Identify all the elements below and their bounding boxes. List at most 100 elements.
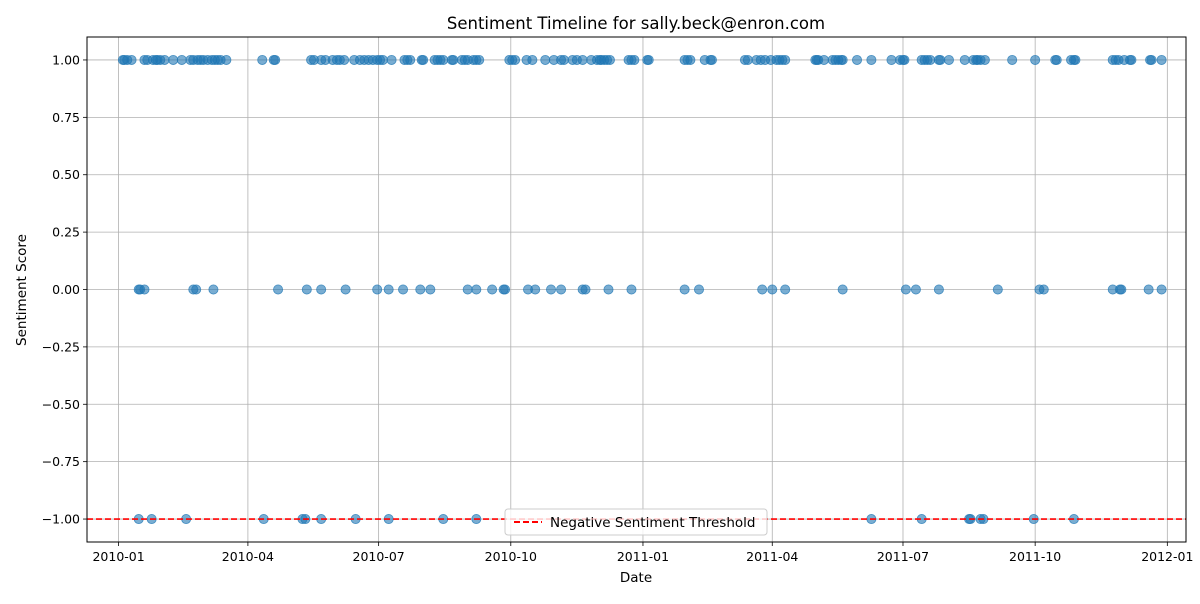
data-point	[780, 54, 791, 65]
data-point	[866, 54, 877, 65]
y-tick-label: 0.50	[52, 167, 80, 182]
x-tick-label: 2011-04	[746, 549, 798, 564]
data-point	[159, 54, 170, 65]
data-point	[126, 54, 137, 65]
data-point	[1126, 54, 1137, 65]
legend-label-threshold: Negative Sentiment Threshold	[550, 515, 755, 531]
data-point	[837, 54, 848, 65]
y-tick-label: 0.25	[52, 225, 80, 240]
data-point	[208, 284, 219, 295]
data-point	[383, 284, 394, 295]
data-point	[1038, 284, 1049, 295]
data-point	[530, 284, 541, 295]
data-point	[471, 284, 482, 295]
data-point	[757, 284, 768, 295]
data-point	[462, 284, 473, 295]
x-tick-label: 2012-01	[1141, 549, 1193, 564]
data-point	[139, 284, 150, 295]
y-tick-label: 0.00	[52, 282, 80, 297]
data-point	[1030, 54, 1041, 65]
data-point	[780, 284, 791, 295]
data-point	[693, 284, 704, 295]
data-point	[168, 54, 179, 65]
data-point	[500, 284, 511, 295]
data-point	[604, 54, 615, 65]
data-point	[1156, 284, 1167, 295]
x-tick-label: 2011-10	[1009, 549, 1061, 564]
data-points	[117, 54, 1167, 525]
data-point	[270, 54, 281, 65]
data-point	[1116, 284, 1127, 295]
data-point	[386, 54, 397, 65]
y-tick-label: −1.00	[42, 512, 80, 527]
data-point	[577, 54, 588, 65]
y-tick-label: −0.75	[42, 454, 80, 469]
data-point	[510, 54, 521, 65]
data-point	[943, 54, 954, 65]
data-point	[221, 54, 232, 65]
data-point	[191, 284, 202, 295]
data-point	[340, 284, 351, 295]
data-point	[556, 284, 567, 295]
data-point	[706, 54, 717, 65]
data-point	[979, 54, 990, 65]
data-point	[852, 54, 863, 65]
data-point	[603, 284, 614, 295]
x-tick-label: 2010-07	[353, 549, 405, 564]
data-point	[685, 54, 696, 65]
data-point	[933, 284, 944, 295]
data-point	[398, 284, 409, 295]
chart-title: Sentiment Timeline for sally.beck@enron.…	[447, 14, 825, 33]
data-point	[405, 54, 416, 65]
data-point	[1051, 54, 1062, 65]
data-point	[316, 284, 327, 295]
x-tick-label: 2010-04	[222, 549, 274, 564]
y-axis-title: Sentiment Score	[14, 234, 30, 346]
data-point	[257, 54, 268, 65]
data-point	[487, 284, 498, 295]
data-point	[679, 284, 690, 295]
y-tick-label: 1.00	[52, 52, 80, 67]
data-point	[1146, 54, 1157, 65]
data-point	[837, 284, 848, 295]
x-tick-label: 2011-01	[617, 549, 669, 564]
data-point	[886, 54, 897, 65]
data-point	[339, 54, 350, 65]
y-axis-ticks: 1.00 0.75 0.50 0.25 0.00 −0.25 −0.50 −0.75 −1.00	[42, 52, 87, 527]
data-point	[425, 284, 436, 295]
data-point	[899, 54, 910, 65]
x-tick-label: 2010-10	[485, 549, 537, 564]
y-tick-label: −0.25	[42, 339, 80, 354]
data-point	[176, 54, 187, 65]
x-tick-label: 2011-07	[877, 549, 929, 564]
data-point	[372, 284, 383, 295]
data-point	[273, 284, 284, 295]
data-point	[935, 54, 946, 65]
data-point	[438, 54, 449, 65]
data-point	[1070, 54, 1081, 65]
data-point	[527, 54, 538, 65]
data-point	[925, 54, 936, 65]
legend-box	[504, 508, 768, 536]
data-point	[580, 284, 591, 295]
data-point	[959, 54, 970, 65]
x-tick-label: 2010-01	[92, 549, 144, 564]
data-point	[415, 284, 426, 295]
data-point	[474, 54, 485, 65]
x-axis-title: Date	[620, 570, 652, 586]
data-point	[626, 284, 637, 295]
data-point	[767, 284, 778, 295]
y-tick-label: −0.50	[42, 397, 80, 412]
data-point	[1143, 284, 1154, 295]
data-point	[643, 54, 654, 65]
data-point	[1156, 54, 1167, 65]
data-point	[992, 284, 1003, 295]
data-point	[818, 54, 829, 65]
y-tick-label: 0.75	[52, 110, 80, 125]
data-point	[910, 284, 921, 295]
data-point	[900, 284, 911, 295]
data-point	[540, 54, 551, 65]
